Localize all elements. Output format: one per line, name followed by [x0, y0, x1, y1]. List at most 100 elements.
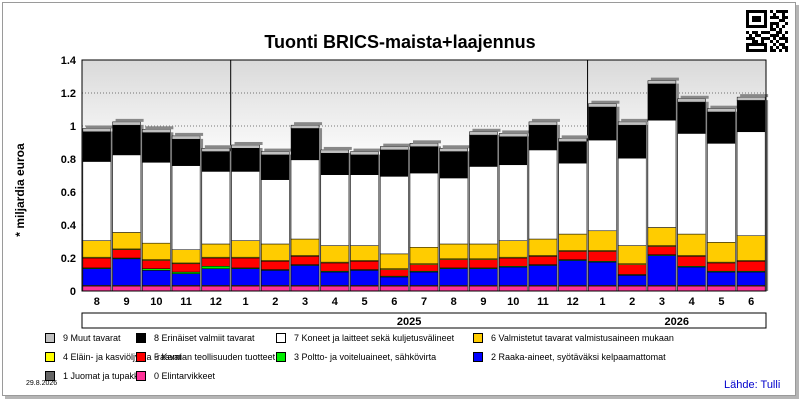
bar-segment: [261, 154, 290, 180]
legend-label: 1 Juomat ja tupakka: [63, 371, 144, 381]
x-tick-label: 1: [599, 296, 605, 308]
bar-shadow: [502, 130, 531, 134]
bar-segment: [201, 171, 231, 245]
bar-segment: [409, 172, 439, 248]
x-tick-label: 10: [507, 296, 519, 308]
bar-segment: [588, 139, 617, 232]
bar-segment: [736, 271, 766, 286]
bar-segment: [320, 285, 350, 292]
bar-segment: [261, 285, 290, 292]
bar-shadow: [323, 146, 352, 150]
bar-segment: [261, 243, 290, 261]
legend-label: 4 Eläin- ja kasviöljyt ja -rasvat: [63, 352, 182, 362]
year-label: 2026: [665, 316, 689, 328]
bar-segment: [617, 157, 647, 246]
bar-segment: [617, 245, 647, 265]
bar-segment: [617, 121, 647, 126]
bar-shadow: [353, 148, 382, 152]
bar-shadow: [621, 118, 650, 122]
bar-segment: [290, 124, 320, 129]
bar-segment: [677, 266, 706, 286]
bar-segment: [558, 260, 587, 286]
bar-segment: [558, 138, 587, 142]
bar-segment: [320, 152, 350, 175]
x-tick-label: 1: [243, 296, 249, 308]
bar-segment: [647, 255, 677, 286]
x-tick-label: 12: [210, 296, 222, 308]
x-tick-label: 9: [480, 296, 486, 308]
bar-segment: [350, 261, 379, 270]
bar-shadow: [264, 148, 293, 152]
bar-shadow: [680, 95, 709, 99]
bar-segment: [647, 119, 677, 228]
x-tick-label: 11: [537, 296, 549, 308]
bar-segment: [736, 285, 766, 292]
bar-segment: [677, 133, 706, 235]
bar-segment: [231, 171, 260, 241]
y-tick-label: 0.6: [61, 187, 76, 199]
x-tick-label: 10: [150, 296, 162, 308]
bar-segment: [707, 111, 736, 144]
bar-segment: [707, 271, 736, 286]
bar-segment: [142, 132, 171, 163]
x-tick-label: 4: [689, 296, 696, 308]
bar-segment: [142, 260, 171, 269]
bar-segment: [201, 285, 231, 292]
x-tick-label: 8: [451, 296, 457, 308]
bar-segment: [617, 275, 647, 286]
bar-segment: [707, 285, 736, 292]
bar-segment: [469, 268, 498, 286]
x-tick-label: 3: [659, 296, 665, 308]
bar-segment: [469, 166, 498, 245]
x-tick-label: 6: [748, 296, 754, 308]
bar-segment: [82, 240, 112, 258]
bar-segment: [112, 154, 141, 233]
bar-shadow: [591, 100, 620, 104]
bar-segment: [469, 285, 498, 292]
bar-segment: [171, 249, 201, 264]
bar-shadow: [710, 105, 739, 109]
year-label: 2025: [397, 316, 421, 328]
bar-shadow: [145, 126, 174, 130]
bar-segment: [231, 148, 260, 172]
bar-segment: [528, 149, 558, 240]
legend-swatch: [276, 333, 286, 343]
bar-segment: [439, 285, 468, 292]
bar-shadow: [115, 118, 144, 122]
bar-segment: [498, 240, 528, 258]
bar-segment: [142, 162, 171, 244]
x-tick-label: 5: [718, 296, 724, 308]
bar-segment: [290, 285, 320, 292]
bar-segment: [261, 179, 290, 245]
bar-segment: [112, 258, 141, 286]
bar-segment: [707, 108, 736, 113]
source-credit: Lähde: Tulli: [724, 379, 781, 391]
legend-swatch: [473, 352, 483, 362]
bar-segment: [142, 270, 171, 286]
x-tick-label: 9: [124, 296, 130, 308]
y-tick-label: 1: [70, 121, 76, 133]
bar-segment: [112, 249, 141, 259]
bar-segment: [112, 285, 141, 292]
bar-segment: [409, 271, 439, 286]
bar-segment: [439, 268, 468, 286]
bar-segment: [558, 162, 587, 235]
bar-shadow: [531, 118, 560, 122]
bar-segment: [380, 253, 409, 269]
bar-segment: [439, 259, 468, 269]
bar-segment: [677, 98, 706, 103]
bar-segment: [707, 242, 736, 263]
bar-segment: [588, 251, 617, 262]
bar-segment: [736, 261, 766, 272]
legend-swatch: [45, 333, 55, 343]
y-tick-label: 1.4: [61, 55, 77, 67]
legend-swatch: [45, 371, 55, 381]
bar-segment: [528, 121, 558, 126]
bar-segment: [528, 256, 558, 265]
bar-segment: [647, 246, 677, 255]
bar-segment: [112, 232, 141, 250]
bar-segment: [558, 285, 587, 292]
bar-segment: [409, 247, 439, 265]
bar-segment: [707, 143, 736, 243]
bar-segment: [112, 124, 141, 156]
